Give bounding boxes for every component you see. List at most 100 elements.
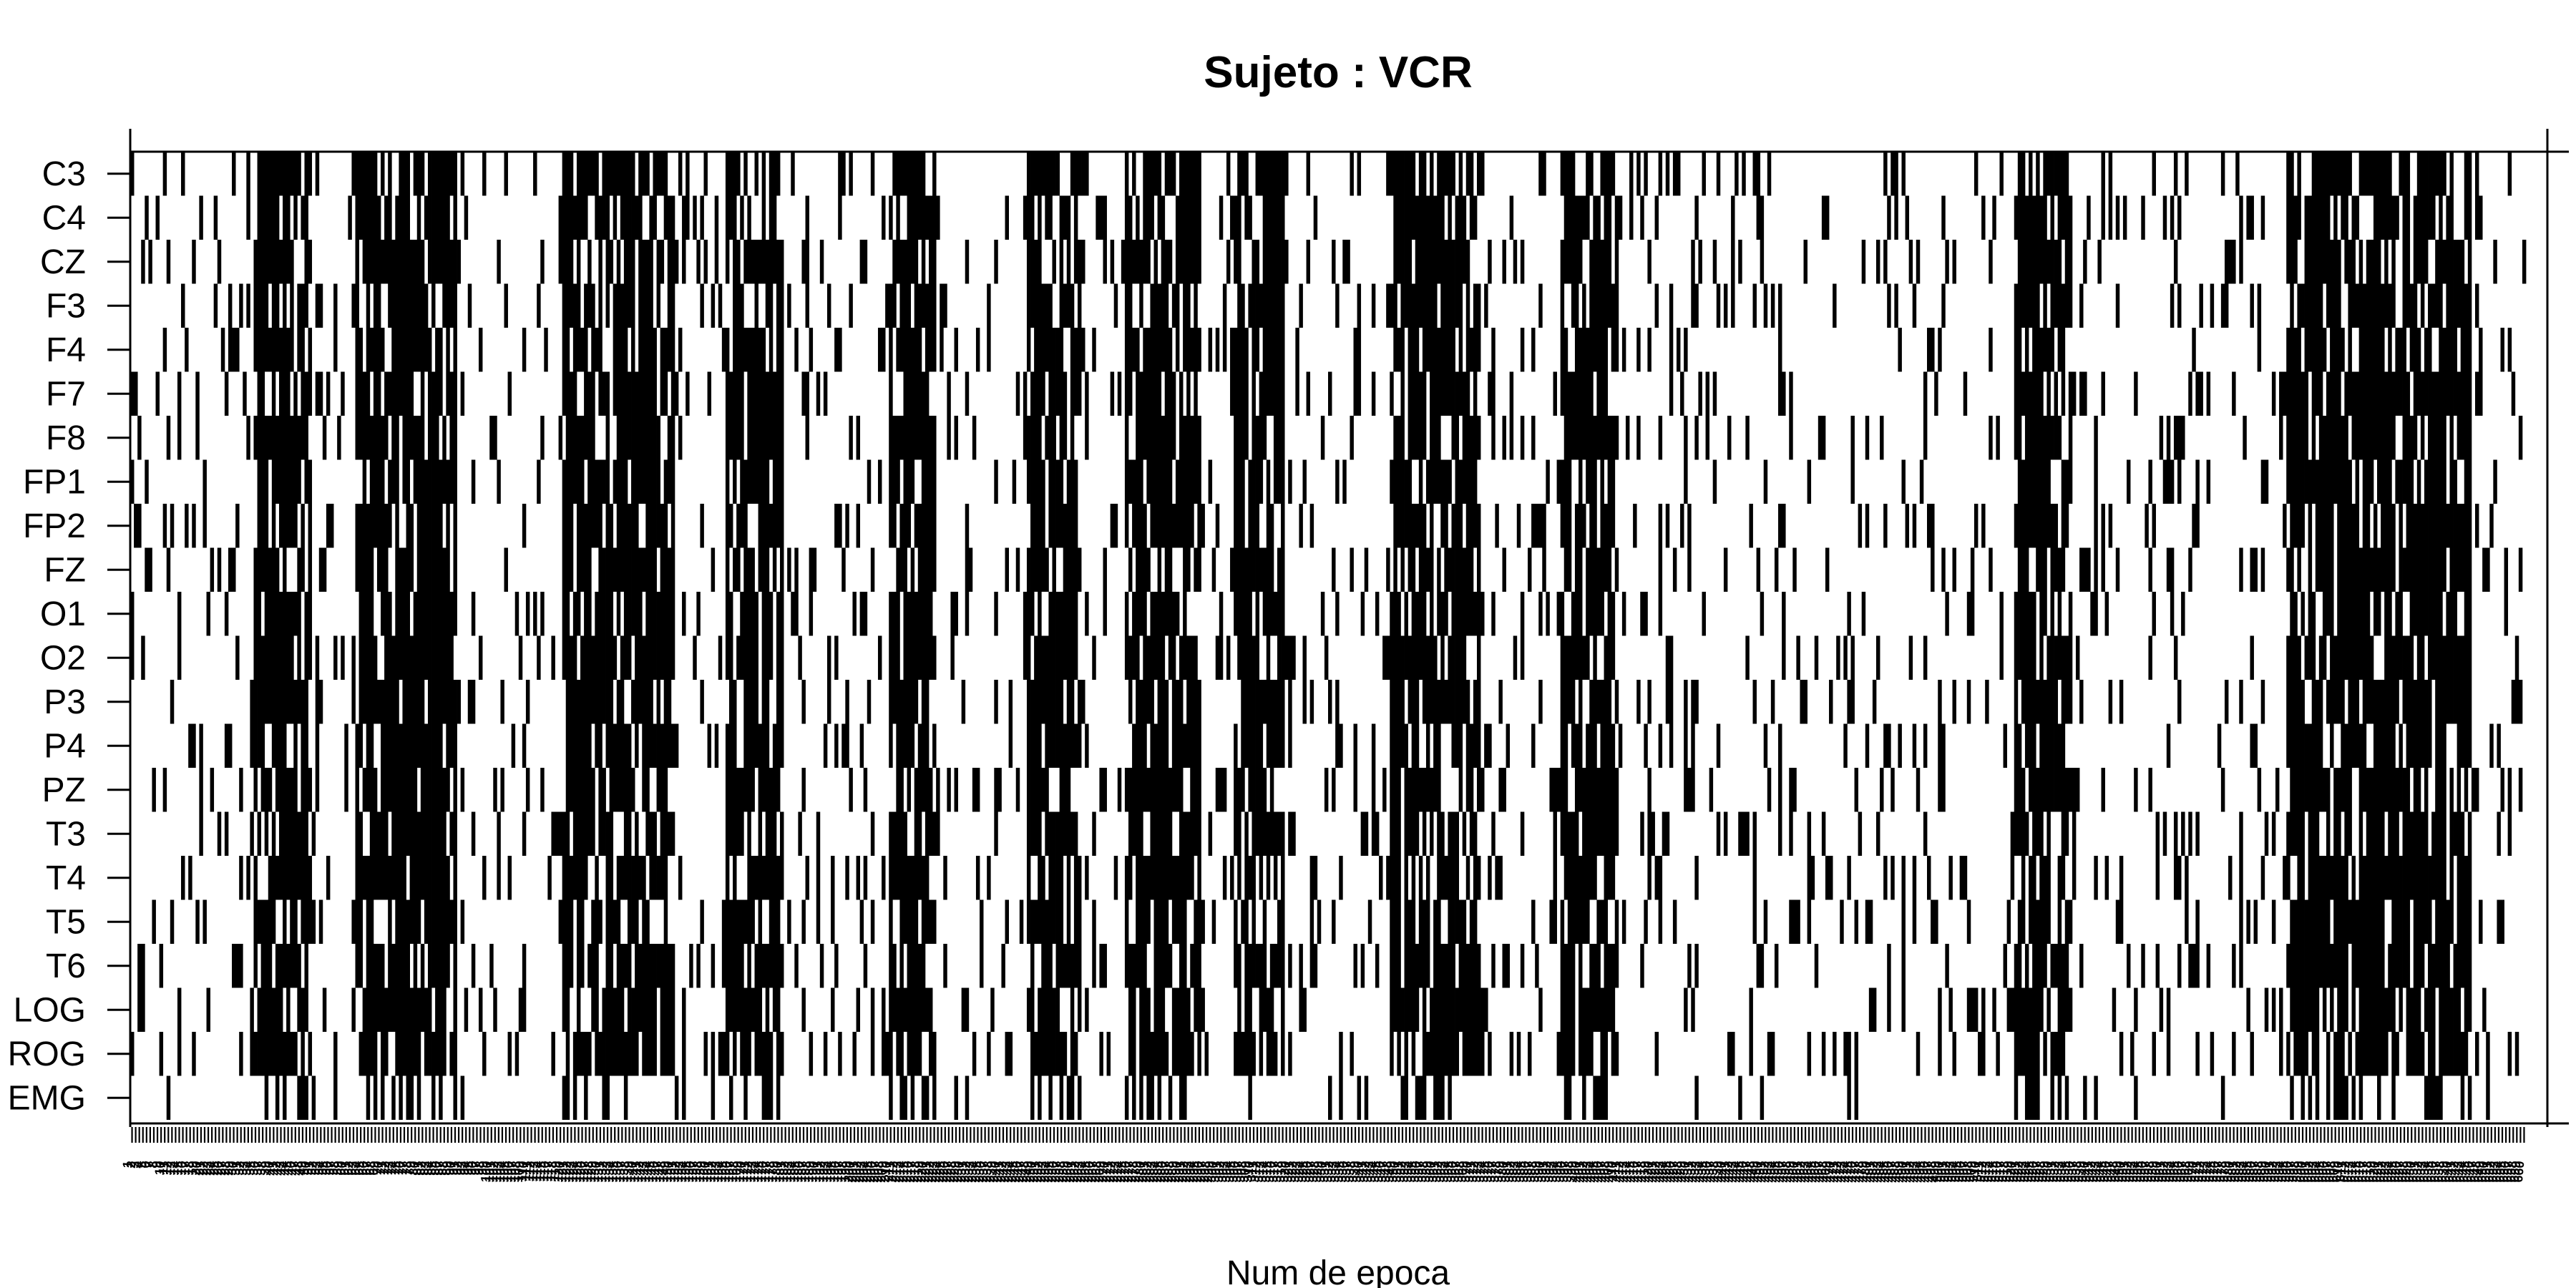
heatmap-cell: [1774, 944, 1779, 988]
heatmap-cell: [1092, 899, 1096, 944]
heatmap-cell: [780, 371, 784, 416]
heatmap-cell: [2333, 152, 2338, 196]
heatmap-cell: [2148, 635, 2152, 680]
heatmap-cell: [2348, 371, 2352, 416]
heatmap-cell: [1430, 416, 1434, 460]
heatmap-cell: [420, 547, 425, 592]
heatmap-cell: [863, 240, 868, 284]
heatmap-cell: [369, 987, 374, 1032]
heatmap-cell: [1803, 240, 1807, 284]
heatmap-cell: [642, 635, 646, 680]
heatmap-cell: [2457, 680, 2462, 724]
heatmap-cell: [605, 723, 610, 768]
heatmap-cell: [2290, 416, 2294, 460]
heatmap-cell: [1038, 371, 1042, 416]
heatmap-cell: [1658, 416, 1663, 460]
heatmap-cell: [924, 371, 930, 416]
heatmap-cell: [921, 195, 926, 240]
heatmap-cell: [2220, 283, 2225, 328]
heatmap-cell: [177, 987, 182, 1032]
heatmap-cell: [1448, 899, 1452, 944]
heatmap-cell: [1567, 504, 1572, 548]
heatmap-cell: [2162, 195, 2167, 240]
heatmap-cell: [260, 768, 265, 812]
heatmap-cell: [638, 459, 643, 504]
heatmap-cell: [754, 328, 758, 372]
heatmap-cell: [1175, 680, 1180, 724]
heatmap-cell: [896, 592, 900, 636]
heatmap-cell: [1190, 723, 1194, 768]
heatmap-cell: [1887, 944, 1891, 988]
heatmap-cell: [729, 899, 733, 944]
heatmap-cell: [921, 899, 926, 944]
heatmap-cell: [1966, 680, 1971, 724]
heatmap-cell: [1077, 283, 1082, 328]
heatmap-cell: [2377, 680, 2381, 724]
heatmap-cell: [435, 459, 439, 504]
heatmap-cell: [2032, 768, 2036, 812]
heatmap-cell: [1415, 416, 1420, 460]
heatmap-cell: [1179, 680, 1184, 724]
heatmap-cell: [1579, 856, 1583, 900]
heatmap-cell: [1038, 635, 1042, 680]
heatmap-cell: [1415, 283, 1420, 328]
heatmap-cell: [1778, 328, 1782, 372]
heatmap-cell: [1763, 723, 1768, 768]
heatmap-cell: [1712, 371, 1717, 416]
heatmap-cell: [2322, 944, 2327, 988]
heatmap-cell: [264, 504, 269, 548]
heatmap-cell: [780, 680, 784, 724]
heatmap-cell: [591, 899, 595, 944]
heatmap-cell: [1418, 944, 1423, 988]
heatmap-cell: [373, 459, 378, 504]
heatmap-cell: [2162, 459, 2167, 504]
heatmap-cell: [2057, 899, 2062, 944]
heatmap-cell: [373, 152, 378, 196]
heatmap-cell: [395, 635, 399, 680]
heatmap-cell: [1124, 328, 1129, 372]
heatmap-cell: [616, 283, 621, 328]
heatmap-cell: [580, 723, 585, 768]
heatmap-cell: [1171, 152, 1176, 196]
heatmap-cell: [1418, 416, 1423, 460]
heatmap-cell: [257, 987, 262, 1032]
heatmap-cell: [580, 416, 585, 460]
heatmap-cell: [435, 547, 439, 592]
heatmap-cell: [1059, 328, 1064, 372]
heatmap-cell: [1865, 723, 1870, 768]
heatmap-cell: [667, 283, 672, 328]
heatmap-cell: [318, 283, 323, 328]
heatmap-cell: [416, 328, 421, 372]
heatmap-cell: [2043, 152, 2047, 196]
heatmap-cell: [395, 592, 399, 636]
heatmap-cell: [631, 371, 635, 416]
heatmap-cell: [1538, 592, 1543, 636]
heatmap-cell: [2014, 723, 2019, 768]
heatmap-cell: [2439, 635, 2443, 680]
heatmap-cell: [268, 592, 273, 636]
heatmap-cell: [2304, 283, 2309, 328]
heatmap-cell: [605, 680, 610, 724]
heatmap-cell: [1168, 371, 1173, 416]
heatmap-cell: [2500, 899, 2504, 944]
heatmap-cell: [2141, 944, 2145, 988]
heatmap-cell: [1259, 680, 1264, 724]
heatmap-cell: [838, 195, 842, 240]
heatmap-cell: [2479, 195, 2483, 240]
heatmap-cell: [427, 944, 432, 988]
heatmap-cell: [565, 899, 570, 944]
heatmap-cell: [1861, 240, 1866, 284]
heatmap-cell: [409, 856, 414, 900]
heatmap-cell: [631, 283, 635, 328]
heatmap-cell: [373, 416, 378, 460]
heatmap-cell: [2032, 899, 2036, 944]
heatmap-cell: [780, 459, 784, 504]
heatmap-cell: [917, 856, 922, 900]
heatmap-cell: [1509, 416, 1514, 460]
heatmap-cell: [889, 856, 893, 900]
heatmap-cell: [1425, 547, 1430, 592]
heatmap-cell: [2467, 328, 2472, 372]
heatmap-cell: [2384, 240, 2389, 284]
heatmap-cell: [765, 680, 770, 724]
heatmap-cell: [376, 856, 381, 900]
